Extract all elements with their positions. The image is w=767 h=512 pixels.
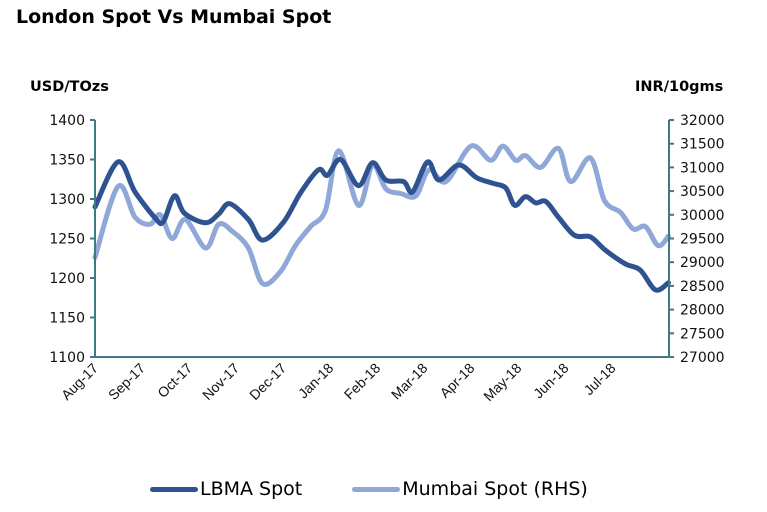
- y-right-tick-label: 31000: [680, 160, 725, 176]
- y-right-tick-label: 32000: [680, 113, 725, 129]
- legend: LBMA Spot Mumbai Spot (RHS): [150, 478, 638, 500]
- y-right-tick-label: 30000: [680, 208, 725, 224]
- legend-item-mumbai: Mumbai Spot (RHS): [352, 478, 588, 500]
- x-tick-label: Dec-17: [246, 360, 289, 403]
- x-tick-label: May-18: [480, 360, 524, 404]
- y-axis-right-ticks: 27000 27500 28000 28500 29000 29500 30000 30500…: [669, 113, 725, 366]
- x-tick-label: Apr-18: [436, 360, 477, 401]
- y-right-tick-label: 30500: [680, 184, 725, 200]
- y-right-tick-label: 27500: [680, 326, 725, 342]
- series-line-mumbai: [92, 143, 671, 287]
- y-axis-right-label: INR/10gms: [635, 79, 724, 95]
- y-right-tick-label: 27000: [680, 350, 725, 366]
- x-tick-label: Oct-17: [154, 360, 195, 401]
- y-right-tick-label: 28000: [680, 303, 725, 319]
- y-right-tick-label: 29500: [680, 232, 725, 248]
- y-left-tick-label: 1250: [49, 232, 85, 248]
- series-line-lbma: [92, 157, 671, 293]
- x-tick-label: Aug-17: [58, 360, 101, 403]
- y-left-tick-label: 1200: [49, 271, 85, 287]
- x-axis-ticks: Aug-17 Sep-17 Oct-17 Nov-17 Dec-17 Jan-18 Feb-…: [58, 360, 619, 404]
- legend-label-lbma: LBMA Spot: [200, 478, 303, 500]
- legend-swatch-lbma: [150, 486, 198, 492]
- x-tick-label: Nov-17: [199, 360, 242, 403]
- y-right-tick-label: 29000: [680, 255, 725, 271]
- y-axis-left-ticks: 1100 1150 1200 1250 1300 1350 1400: [49, 113, 95, 366]
- y-right-tick-label: 31500: [680, 137, 725, 153]
- y-left-tick-label: 1150: [49, 311, 85, 327]
- y-left-tick-label: 1300: [49, 192, 85, 208]
- x-tick-label: Jun-18: [530, 360, 572, 402]
- y-right-tick-label: 28500: [680, 279, 725, 295]
- legend-swatch-mumbai: [352, 486, 401, 492]
- y-left-tick-label: 1400: [49, 113, 85, 129]
- x-tick-label: Feb-18: [341, 360, 384, 403]
- y-left-tick-label: 1350: [49, 153, 85, 169]
- x-tick-label: Jul-18: [580, 360, 618, 398]
- x-tick-label: Mar-18: [388, 360, 431, 403]
- legend-label-mumbai: Mumbai Spot (RHS): [402, 478, 588, 500]
- x-tick-label: Jan-18: [295, 360, 337, 402]
- y-left-tick-label: 1100: [49, 350, 85, 366]
- chart-title: London Spot Vs Mumbai Spot: [16, 6, 332, 28]
- x-tick-label: Sep-17: [105, 360, 148, 403]
- legend-item-lbma: LBMA Spot: [150, 478, 302, 500]
- y-axis-left-label: USD/TOzs: [30, 79, 109, 95]
- series-lines: [92, 143, 671, 293]
